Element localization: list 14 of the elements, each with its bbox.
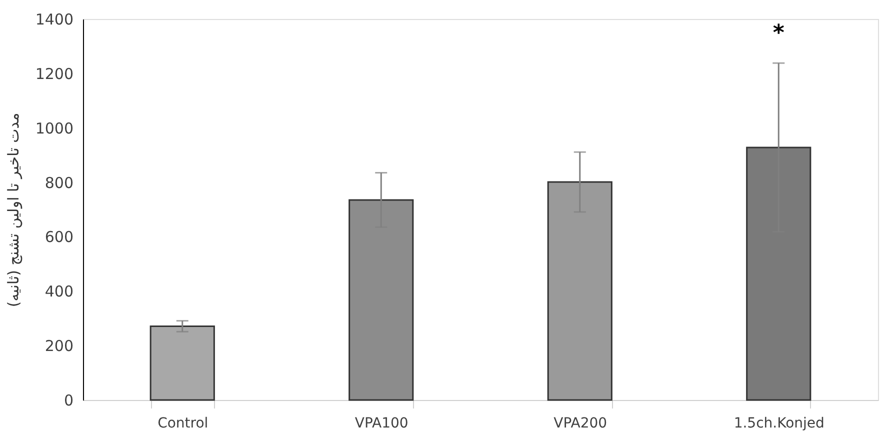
x-tick-label: Control	[158, 416, 208, 432]
y-tick-label: 1000	[35, 119, 74, 138]
y-tick-label: 400	[44, 282, 74, 301]
y-tick-label: 0	[64, 392, 74, 410]
x-tick-label: 1.5ch.Konjed	[734, 416, 824, 432]
annotation: *	[772, 21, 785, 46]
y-tick-label: 200	[44, 337, 74, 356]
y-axis-title: مدت تاخیر تا اولین تشنج (ثانیه)	[4, 112, 22, 308]
x-tick-label: VPA100	[354, 416, 408, 432]
y-tick-label: 1200	[35, 64, 74, 83]
y-tick-label: 1400	[35, 10, 74, 28]
y-tick-label: 600	[44, 228, 74, 246]
y-tick-label: 800	[44, 174, 74, 192]
x-tick-label: VPA200	[554, 416, 608, 432]
